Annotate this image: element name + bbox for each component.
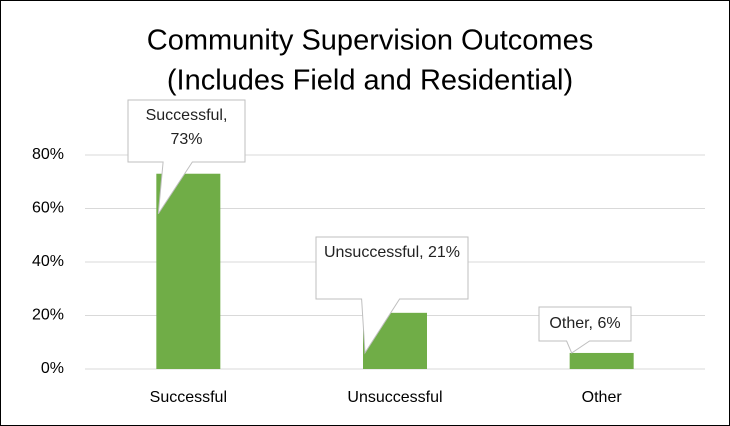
x-tick-label: Unsuccessful — [347, 389, 442, 406]
data-label: Unsuccessful, 21% — [323, 244, 461, 261]
data-label: Successful, 73% — [145, 107, 228, 148]
bar — [569, 352, 634, 369]
chart-title: (Includes Field and Residential) — [167, 65, 573, 97]
bar — [156, 173, 221, 369]
data-label: Other, 6% — [549, 315, 621, 332]
callout-box — [538, 306, 632, 354]
y-tick-label: 40% — [32, 253, 64, 270]
callout-box — [315, 236, 469, 355]
callout-box — [127, 99, 246, 214]
y-tick-label: 80% — [32, 146, 64, 163]
x-tick-label: Successful — [150, 389, 227, 406]
y-tick-label: 0% — [41, 360, 64, 377]
x-tick-label: Other — [582, 389, 623, 406]
y-tick-label: 20% — [32, 307, 64, 324]
y-tick-label: 60% — [32, 200, 64, 217]
chart-title: Community Supervision Outcomes — [147, 25, 593, 57]
